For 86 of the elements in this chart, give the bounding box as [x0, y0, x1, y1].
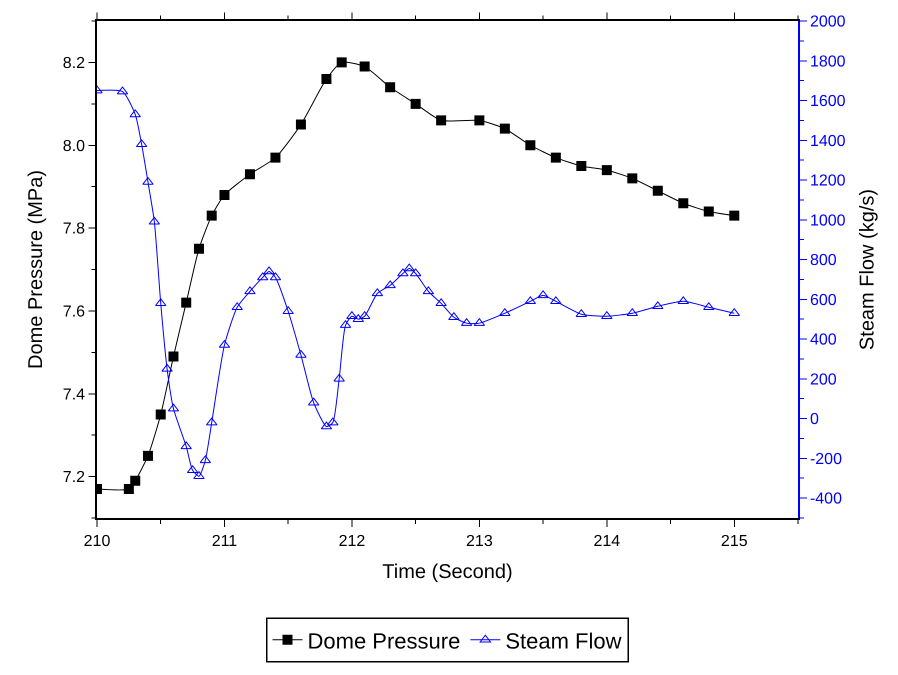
point: [550, 296, 562, 304]
y2-tick-label: 1600: [810, 93, 846, 110]
point: [550, 152, 561, 163]
point: [704, 206, 714, 217]
point: [360, 62, 370, 72]
point: [194, 244, 204, 254]
point: [397, 268, 409, 276]
y2-tick-label: 600: [810, 292, 837, 309]
point: [168, 351, 178, 362]
point: [136, 139, 148, 148]
point: [474, 115, 484, 126]
point: [124, 484, 134, 494]
y2-tick-label: -400: [810, 490, 842, 508]
y2-tick-label: 0: [810, 411, 819, 428]
point: [206, 210, 217, 221]
point: [155, 298, 166, 306]
point: [180, 441, 192, 450]
y-axis-title: Dome Pressure (MPa): [24, 170, 47, 369]
y-tick-label: 8.2: [62, 55, 86, 72]
point: [181, 298, 192, 308]
y-tick-label: 7.2: [62, 469, 86, 486]
y2-axis-title: Steam Flow (kg/s): [856, 188, 879, 350]
point: [372, 288, 384, 296]
legend-label: Steam Flow: [505, 628, 622, 654]
y-tick-label: 7.8: [62, 220, 86, 238]
point: [142, 450, 153, 461]
y2-tick-label: -200: [810, 450, 842, 468]
point: [422, 286, 434, 294]
point: [602, 165, 612, 176]
y2-tick-label: 1800: [810, 53, 846, 70]
point: [263, 266, 275, 274]
point: [500, 124, 510, 134]
point: [436, 115, 446, 126]
point: [525, 140, 536, 150]
point: [296, 120, 306, 130]
y2-tick-label: 800: [810, 252, 837, 270]
x-axis-title: Time (Second): [382, 560, 513, 583]
point: [729, 210, 740, 221]
point: [161, 364, 173, 372]
y2-tick-label: 2000: [810, 14, 846, 31]
point: [576, 160, 586, 171]
point: [244, 286, 256, 294]
point: [537, 290, 549, 298]
y2-tick-label: 1200: [810, 172, 846, 190]
point: [156, 409, 166, 420]
x-tick-label: 215: [720, 532, 748, 550]
x-tick-label: 214: [593, 532, 620, 550]
x-tick-label: 213: [466, 532, 493, 550]
point: [130, 109, 141, 118]
point: [244, 169, 255, 180]
point: [703, 302, 714, 310]
point: [256, 272, 268, 280]
point: [270, 152, 280, 163]
x-tick-label: 212: [338, 532, 366, 550]
point: [336, 57, 347, 68]
y2-tick-label: 1000: [810, 212, 846, 230]
point: [295, 350, 307, 358]
x-tick-label: 211: [212, 532, 238, 550]
y-tick-label: 7.6: [62, 304, 86, 321]
point: [435, 298, 447, 306]
y2-tick-label: 400: [810, 332, 837, 349]
point: [232, 302, 243, 310]
point: [130, 476, 140, 486]
point: [410, 268, 422, 276]
legend-label: Dome Pressure: [308, 628, 460, 654]
y-tick-label: 7.4: [62, 386, 86, 404]
y2-tick-label: 1400: [810, 132, 846, 150]
point: [333, 374, 345, 382]
point: [410, 98, 421, 109]
point: [186, 465, 198, 474]
y2-tick-label: 200: [810, 371, 837, 388]
point: [200, 455, 212, 464]
x-tick-label: 210: [84, 532, 110, 550]
point: [652, 301, 664, 310]
point: [678, 296, 689, 304]
y-tick-label: 8.0: [62, 138, 86, 155]
point: [627, 173, 638, 184]
point: [148, 216, 160, 225]
point: [270, 272, 282, 280]
point: [678, 198, 688, 208]
point: [652, 186, 663, 196]
point: [385, 82, 396, 92]
point: [321, 74, 332, 84]
point: [384, 280, 396, 288]
point: [524, 296, 536, 304]
point: [219, 190, 230, 200]
